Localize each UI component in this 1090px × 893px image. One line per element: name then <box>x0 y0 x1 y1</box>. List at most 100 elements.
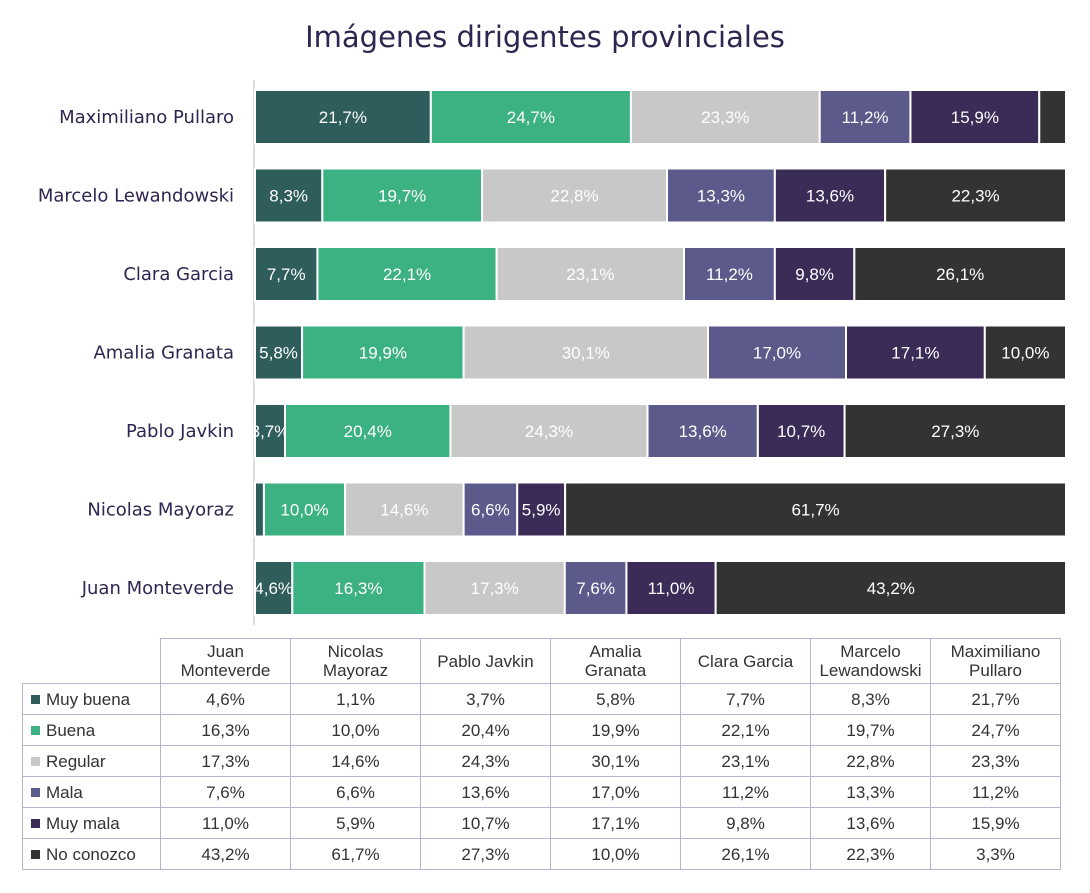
bar-segment <box>564 481 1067 538</box>
legend-label: Muy buena <box>46 689 131 709</box>
bar-segment <box>1038 89 1068 145</box>
bar-value-label: 3,7% <box>251 422 290 441</box>
bar-value-label: 22,1% <box>383 265 431 284</box>
table-cell: 13,6% <box>420 776 551 808</box>
table-cell: 26,1% <box>680 838 811 870</box>
table-cell: 11,2% <box>930 776 1061 808</box>
bar-segment <box>462 481 519 538</box>
table-cell: 8,3% <box>810 683 931 715</box>
table-cell: 9,8% <box>680 807 811 839</box>
table-cell: 17,1% <box>550 807 681 839</box>
table-cell: 10,7% <box>420 807 551 839</box>
legend-label: Muy mala <box>46 813 120 833</box>
bar-segment <box>254 324 304 381</box>
table-cell: 10,0% <box>550 838 681 870</box>
legend-swatch <box>31 694 40 704</box>
bar-segment <box>563 560 628 616</box>
table-row: No conozco 43,2% 61,7% 27,3% 10,0% 26,1% 22,3%… <box>22 838 1061 870</box>
table-cell: 7,6% <box>160 776 291 808</box>
bar-value-label: 13,3% <box>697 187 745 206</box>
table-cell: 61,7% <box>290 838 421 870</box>
category-label: Maximiliano Pullaro <box>59 107 234 128</box>
table-corner-cell <box>22 638 161 684</box>
table-row-label: Regular <box>22 745 161 777</box>
table-cell: 1,1% <box>290 683 421 715</box>
table-cell: 22,8% <box>810 745 931 777</box>
bar-value-label: 43,2% <box>867 579 915 598</box>
chart: Imágenes dirigentes provinciales 21,7% 24… <box>38 20 1068 625</box>
bar-segment <box>983 324 1068 381</box>
table-cell: 13,6% <box>810 807 931 839</box>
table-cell: 20,4% <box>420 714 551 746</box>
table-cell: 16,3% <box>160 714 291 746</box>
legend-label: Buena <box>46 720 96 740</box>
bar-value-label: 22,8% <box>550 187 598 206</box>
bar-value-label: 14,6% <box>380 501 428 520</box>
table-cell: 14,6% <box>290 745 421 777</box>
table-cell: 3,3% <box>930 838 1061 870</box>
bar-value-label: 17,1% <box>891 344 939 363</box>
bar-segment <box>291 560 426 616</box>
table-row: Buena 16,3% 10,0% 20,4% 19,9% 22,1% 19,7% 24,7% <box>22 714 1061 746</box>
table-row-label: Buena <box>22 714 161 746</box>
bar-value-label: 10,0% <box>1001 344 1049 363</box>
table-col-header: Nicolas Mayoraz <box>290 638 421 684</box>
bar-value-label: 10,0% <box>280 501 328 520</box>
bar-value-label: 11,2% <box>842 108 889 127</box>
table-cell: 27,3% <box>420 838 551 870</box>
table-col-header: Marcelo Lewandowski <box>810 638 931 684</box>
table-cell: 17,3% <box>160 745 291 777</box>
table-cell: 24,7% <box>930 714 1061 746</box>
bar-segment <box>449 403 649 459</box>
table-row: Regular 17,3% 14,6% 24,3% 30,1% 23,1% 22,8% 23,… <box>22 745 1061 777</box>
table-cell: 23,1% <box>680 745 811 777</box>
legend-swatch <box>31 787 40 797</box>
table-body: Muy buena 4,6% 1,1% 3,7% 5,8% 7,7% 8,3% 21,7% Bu… <box>22 683 1061 870</box>
bar-value-label: 27,3% <box>931 422 979 441</box>
bar-value-label: 11,0% <box>648 579 695 598</box>
table-col-header: Clara Garcia <box>680 638 811 684</box>
bar-value-label: 9,8% <box>795 265 834 284</box>
legend-swatch <box>31 756 40 766</box>
bar-value-label: 16,3% <box>334 579 382 598</box>
table-cell: 10,0% <box>290 714 421 746</box>
table-col-header: Amalia Granata <box>550 638 681 684</box>
data-table: Juan Monteverde Nicolas Mayoraz Pablo Javk… <box>22 638 1061 870</box>
bars-group: 21,7% 24,7% 23,3% 11,2% 15,9% 8,3% 19,7% 22,8% 1… <box>251 89 1068 616</box>
bar-value-label: 19,9% <box>359 344 407 363</box>
table-cell: 43,2% <box>160 838 291 870</box>
legend-label: Regular <box>46 751 106 771</box>
category-label: Amalia Granata <box>93 343 234 364</box>
bar-value-label: 15,9% <box>951 108 999 127</box>
table-col-header: Pablo Javkin <box>420 638 551 684</box>
table-row: Muy mala 11,0% 5,9% 10,7% 17,1% 9,8% 13,6% 15,9… <box>22 807 1061 839</box>
bar-value-label: 20,4% <box>344 422 392 441</box>
bar-segment <box>254 481 265 538</box>
table-row: Mala 7,6% 6,6% 13,6% 17,0% 11,2% 13,3% 11,2% <box>22 776 1061 808</box>
table-cell: 13,3% <box>810 776 931 808</box>
category-label: Pablo Javkin <box>126 421 234 442</box>
table-cell: 24,3% <box>420 745 551 777</box>
bar-segment <box>254 560 294 616</box>
legend-swatch <box>31 849 40 859</box>
table-cell: 5,8% <box>550 683 681 715</box>
table-row-label: No conozco <box>22 838 161 870</box>
bar-segment <box>495 246 686 302</box>
bar-value-label: 11,2% <box>706 265 753 284</box>
category-label: Nicolas Mayoraz <box>87 500 234 521</box>
bar-segment <box>773 167 887 224</box>
table-header-row: Juan Monteverde Nicolas Mayoraz Pablo Javk… <box>22 638 1061 684</box>
bar-value-label: 23,1% <box>566 265 614 284</box>
bar-segment <box>316 246 498 302</box>
table-row-label: Muy buena <box>22 683 161 715</box>
bar-value-label: 17,3% <box>471 579 519 598</box>
table-cell: 11,2% <box>680 776 811 808</box>
bar-segment <box>756 403 846 459</box>
bar-segment <box>683 246 776 302</box>
bar-segment <box>884 167 1067 224</box>
legend-label: No conozco <box>46 844 136 864</box>
bar-segment <box>462 324 709 381</box>
table-cell: 6,6% <box>290 776 421 808</box>
table-cell: 7,7% <box>680 683 811 715</box>
bar-value-label: 8,3% <box>269 187 308 206</box>
